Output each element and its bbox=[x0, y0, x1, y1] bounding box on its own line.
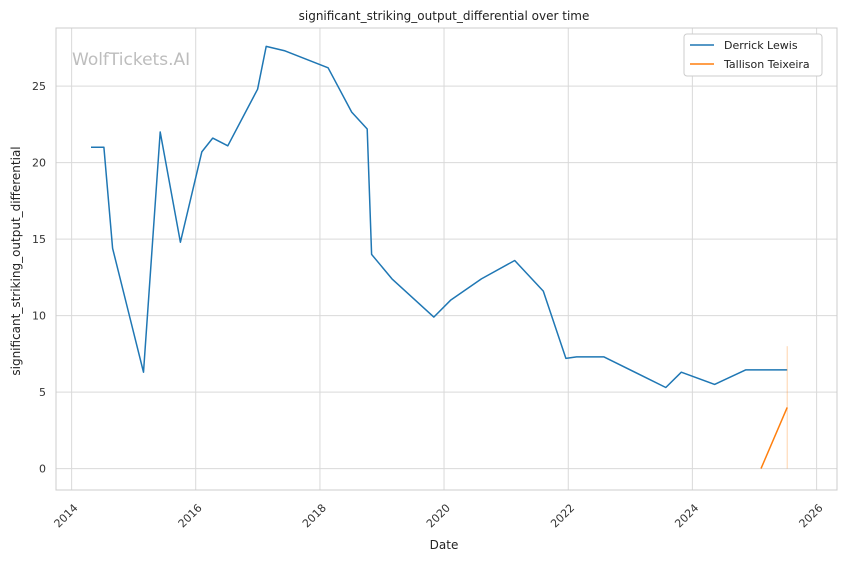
y-tick-label: 25 bbox=[32, 80, 46, 93]
plot-frame bbox=[55, 27, 838, 491]
series-line-tallison-teixeira bbox=[760, 407, 788, 469]
x-tick-label: 2022 bbox=[548, 501, 577, 530]
y-tick-label: 5 bbox=[39, 386, 46, 399]
x-tick-label: 2016 bbox=[176, 501, 205, 530]
chart-title: significant_striking_output_differential… bbox=[299, 9, 590, 23]
y-axis-label: significant_striking_output_differential bbox=[9, 146, 23, 375]
x-axis-label: Date bbox=[430, 538, 459, 552]
series-layer bbox=[91, 45, 788, 469]
x-tick-label: 2020 bbox=[424, 501, 453, 530]
legend: Derrick Lewis Tallison Teixeira bbox=[683, 33, 823, 77]
y-tick-label: 10 bbox=[32, 310, 46, 323]
x-tick-label: 2018 bbox=[300, 501, 329, 530]
y-tick-label: 20 bbox=[32, 157, 46, 170]
x-tick-label: 2014 bbox=[52, 501, 81, 530]
legend-box bbox=[683, 33, 823, 77]
series-line-derrick-lewis bbox=[91, 45, 788, 389]
y-tick-label: 0 bbox=[39, 463, 46, 476]
legend-label-tallison-teixeira: Tallison Teixeira bbox=[723, 58, 810, 71]
watermark: WolfTickets.AI bbox=[72, 50, 190, 70]
legend-label-derrick-lewis: Derrick Lewis bbox=[724, 39, 798, 52]
y-tick-label: 15 bbox=[32, 233, 46, 246]
x-tick-label: 2026 bbox=[797, 501, 826, 530]
x-tick-label: 2024 bbox=[672, 501, 701, 530]
tick-labels: 0 5 10 15 20 25 2014 2016 2018 2020 2022 2024 2026 bbox=[32, 80, 826, 530]
gridlines bbox=[56, 28, 837, 490]
